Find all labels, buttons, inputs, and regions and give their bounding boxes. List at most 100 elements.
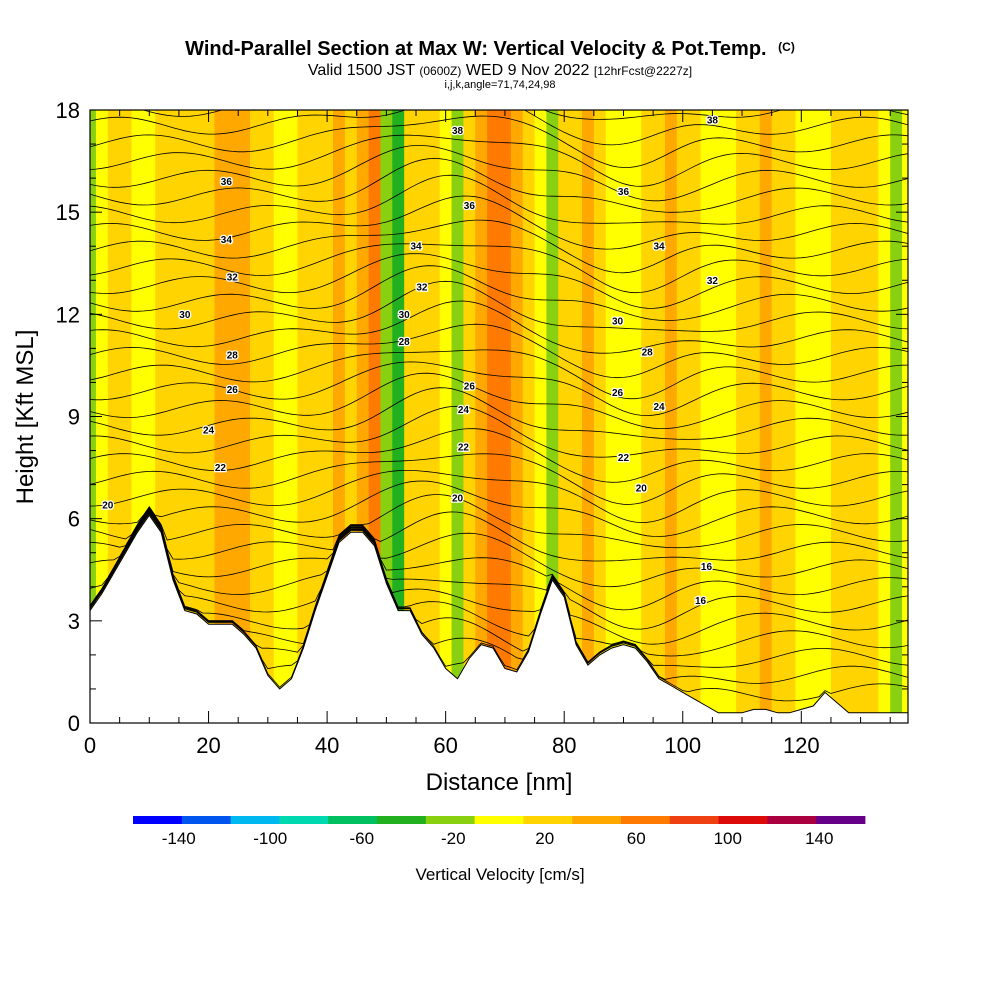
contour-label: 22 [215,463,227,474]
colorbar-tick-label: -100 [253,829,287,848]
contour-label: 36 [464,201,476,212]
pot-temp-contour [90,280,908,332]
pot-temp-contour [90,145,908,202]
colorbar-tick-label: -140 [162,829,196,848]
terrain [89,514,909,724]
vv-column [700,110,713,723]
colorbar-tick-label: 100 [714,829,742,848]
x-tick-label: 60 [433,733,457,758]
vv-column [676,110,690,723]
vv-column [238,110,251,723]
vv-column [510,110,524,723]
pot-temp-contour [90,512,908,684]
vv-column [178,110,192,723]
contour-label: 34 [410,242,422,253]
pot-temp-contour [90,372,908,429]
pot-temp-contour [90,253,908,309]
pot-temp-contour [90,300,908,354]
pot-temp-contour [90,134,908,187]
valid-date: WED 9 Nov 2022 [466,62,590,79]
colorbar-swatch [718,816,768,824]
vv-column [463,110,476,723]
contour-label: 30 [612,317,624,328]
pot-temp-contour [90,323,908,379]
potential-temperature-contours [90,110,908,702]
pot-temp-contour [90,510,908,645]
vv-column [190,110,204,723]
vv-column [795,110,808,723]
colorbar-swatch [377,816,427,824]
pot-temp-contour [90,508,908,588]
y-tick-label: 6 [68,507,80,532]
vv-column [759,110,773,723]
contour-label: 20 [636,484,648,495]
vv-column [558,110,571,723]
colorbar-tick-label: 60 [627,829,646,848]
x-tick-label: 80 [552,733,576,758]
vv-column [783,110,796,723]
contour-label: 26 [227,385,239,396]
colorbar-label: Vertical Velocity [cm/s] [415,865,584,884]
vv-column [534,110,548,723]
pot-temp-contour [90,219,908,274]
pot-temp-contour [90,509,908,630]
pot-temp-contour [90,157,908,213]
vv-column [771,110,785,723]
colorbar-swatch [669,816,719,824]
vv-column [285,110,299,723]
x-tick-label: 100 [664,733,701,758]
vv-column [747,110,761,723]
contour-label: 26 [612,388,624,399]
vv-column [819,110,832,723]
colorbar-tick-label: -60 [349,829,374,848]
x-axis: 0 20 40 60 80 100 120 [84,110,891,758]
pot-temp-contour [90,243,908,294]
contour-label: 36 [221,177,233,188]
forecast-info: [12hrFcst@2227z] [594,64,692,78]
vv-column [427,110,441,723]
contour-label: 38 [452,126,464,137]
pot-temp-contour [90,480,908,537]
colorbar-swatch [621,816,671,824]
colorbar-swatch [133,816,183,824]
colorbar: -140 -100 -60 -20 20 60 100 140 [133,816,866,848]
vv-column [807,110,820,723]
colorbar-swatch [230,816,280,824]
y-tick-label: 15 [56,200,80,225]
vv-column [570,110,583,723]
contour-label: 24 [203,426,215,437]
vv-column [842,110,856,723]
contour-label: 24 [458,405,470,416]
vv-column [866,110,879,723]
colorbar-tick-label: 20 [535,829,554,848]
vv-column [641,110,654,723]
y-tick-label: 3 [68,609,80,634]
chart-title-units: (C) [778,40,795,54]
vv-column [261,110,275,723]
vv-column [653,110,666,723]
vertical-velocity-field [90,110,908,723]
vv-column [724,110,737,723]
x-tick-label: 20 [196,733,220,758]
pot-temp-contour [90,453,908,505]
pot-temp-contour [90,510,908,657]
pot-temp-contour [90,195,908,250]
vv-column [214,110,227,723]
contour-label: 36 [618,187,630,198]
pot-temp-contour [90,470,908,524]
vv-column [451,110,465,723]
vv-column [522,110,536,723]
contour-label: 32 [227,272,239,283]
y-tick-label: 9 [68,405,80,430]
chart-title-main: Wind-Parallel Section at Max W: Vertical… [185,38,766,60]
vv-column [226,110,239,723]
pot-temp-contour [90,361,908,417]
y-tick-label: 0 [68,711,80,736]
y-axis-label: Height [Kft MSL] [12,330,39,505]
colorbar-tick-label: 140 [805,829,833,848]
colorbar-swatch [816,816,866,824]
vv-column [273,110,287,723]
vv-column [475,110,488,723]
colorbar-tick-label: -20 [441,829,466,848]
vv-column [309,110,322,723]
